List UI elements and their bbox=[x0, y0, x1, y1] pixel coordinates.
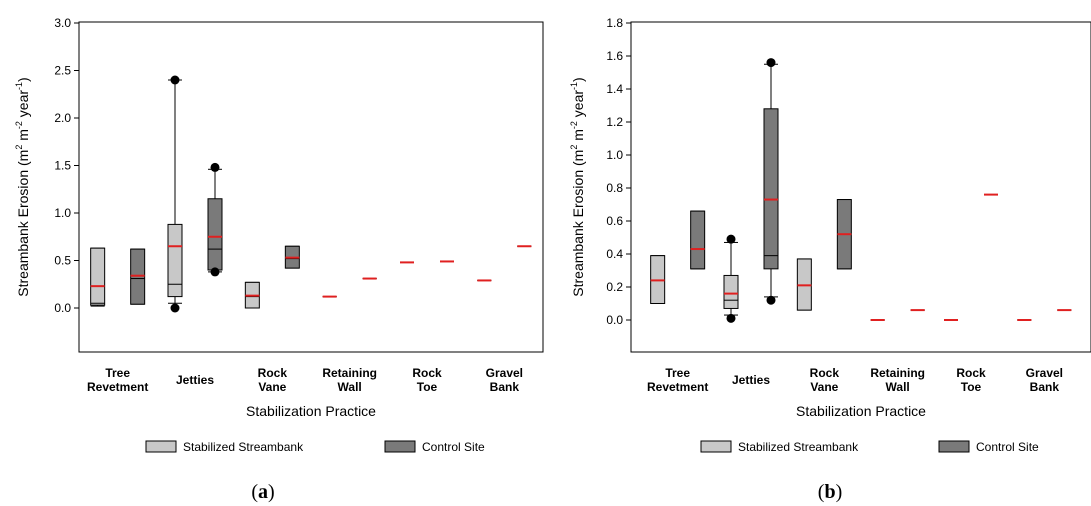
outlier-point bbox=[726, 313, 736, 323]
legend-swatch-stabilized bbox=[700, 440, 732, 453]
plot-frame bbox=[630, 21, 1091, 353]
y-tick-label: 2.5 bbox=[54, 64, 71, 78]
x-axis-label: Stabilization Practice bbox=[246, 403, 376, 419]
panel-caption: (b) bbox=[818, 481, 842, 503]
legend-swatch-control bbox=[384, 440, 416, 453]
y-tick-label: 0.4 bbox=[606, 247, 623, 261]
outlier-point bbox=[766, 58, 776, 68]
x-axis-label: Stabilization Practice bbox=[796, 403, 926, 419]
outlier-point bbox=[210, 267, 220, 277]
y-tick-label: 1.8 bbox=[606, 16, 623, 30]
y-tick-label: 1.5 bbox=[54, 159, 71, 173]
y-tick-label: 0.0 bbox=[54, 301, 71, 315]
y-axis-label: Streambank Erosion (m2 m-2 year-1) bbox=[14, 77, 31, 296]
x-category-label: Jetties bbox=[176, 373, 214, 387]
box-control bbox=[207, 162, 223, 277]
box-stabilized bbox=[650, 255, 666, 304]
chart-background bbox=[545, 0, 1091, 506]
box-stabilized bbox=[90, 247, 106, 307]
chart-background bbox=[0, 0, 545, 506]
box-stabilized bbox=[167, 75, 183, 313]
box-control bbox=[763, 58, 779, 305]
y-tick-label: 0.8 bbox=[606, 181, 623, 195]
box-control bbox=[836, 199, 852, 270]
legend-label-stabilized: Stabilized Streambank bbox=[183, 440, 304, 454]
y-tick-label: 1.6 bbox=[606, 49, 623, 63]
x-category-label: Gravel Bank bbox=[1026, 366, 1063, 394]
outlier-point bbox=[726, 234, 736, 244]
y-tick-label: 1.0 bbox=[606, 148, 623, 162]
boxplot-chart-a: 0.0 0.5 1.0 1.5 2.0 2.5 3.0 Streambank Erosion … bbox=[0, 0, 545, 506]
box-iqr bbox=[723, 274, 739, 309]
x-category-label: Rock Vane bbox=[810, 366, 840, 394]
outlier-point bbox=[210, 162, 220, 172]
y-tick-label: 0.5 bbox=[54, 254, 71, 268]
box-stabilized bbox=[723, 234, 739, 323]
y-tick-label: 1.0 bbox=[54, 206, 71, 220]
outlier-point bbox=[170, 75, 180, 85]
box-control bbox=[690, 210, 706, 270]
box-iqr bbox=[763, 108, 779, 270]
y-tick-label: 2.0 bbox=[54, 111, 71, 125]
y-tick-label: 0.2 bbox=[606, 280, 623, 294]
panel-caption: (a) bbox=[251, 481, 274, 503]
boxplot-chart-b: 0.0 0.2 0.4 0.6 0.8 1.0 1.2 1.4 1.6 1.8 Streambank… bbox=[545, 0, 1091, 506]
outlier-point bbox=[766, 295, 776, 305]
y-tick-label: 1.2 bbox=[606, 115, 623, 129]
box-control bbox=[284, 245, 300, 269]
legend-swatch-stabilized bbox=[145, 440, 177, 453]
legend-label-control: Control Site bbox=[422, 440, 485, 454]
box-iqr bbox=[167, 223, 183, 298]
legend-label-stabilized: Stabilized Streambank bbox=[738, 440, 859, 454]
chart-panel-a: 0.0 0.5 1.0 1.5 2.0 2.5 3.0 Streambank Erosion … bbox=[0, 0, 545, 506]
x-category-label: Tree Revetment bbox=[87, 366, 148, 394]
y-tick-label: 0.0 bbox=[606, 313, 623, 327]
y-tick-label: 1.4 bbox=[606, 82, 623, 96]
x-category-label: Rock Toe bbox=[956, 366, 986, 394]
y-tick-label: 0.6 bbox=[606, 214, 623, 228]
box-stabilized bbox=[244, 281, 260, 309]
x-category-label: Retaining Wall bbox=[322, 366, 377, 394]
y-axis-label: Streambank Erosion (m2 m-2 year-1) bbox=[569, 77, 586, 296]
box-iqr bbox=[90, 247, 106, 306]
box-control bbox=[130, 248, 146, 305]
x-category-label: Tree Revetment bbox=[647, 366, 708, 394]
box-stabilized bbox=[796, 258, 812, 311]
legend-swatch-control bbox=[938, 440, 970, 453]
box-iqr bbox=[690, 210, 706, 270]
x-category-label: Jetties bbox=[732, 373, 770, 387]
x-category-label: Gravel Bank bbox=[486, 366, 523, 394]
plot-frame bbox=[78, 21, 544, 353]
x-category-label: Retaining Wall bbox=[870, 366, 925, 394]
legend-label-control: Control Site bbox=[976, 440, 1039, 454]
chart-panel-b: 0.0 0.2 0.4 0.6 0.8 1.0 1.2 1.4 1.6 1.8 Streambank… bbox=[545, 0, 1091, 506]
x-category-label: Rock Vane bbox=[258, 366, 288, 394]
y-tick-label: 3.0 bbox=[54, 16, 71, 30]
outlier-point bbox=[170, 303, 180, 313]
x-category-label: Rock Toe bbox=[412, 366, 442, 394]
box-iqr bbox=[207, 198, 223, 271]
